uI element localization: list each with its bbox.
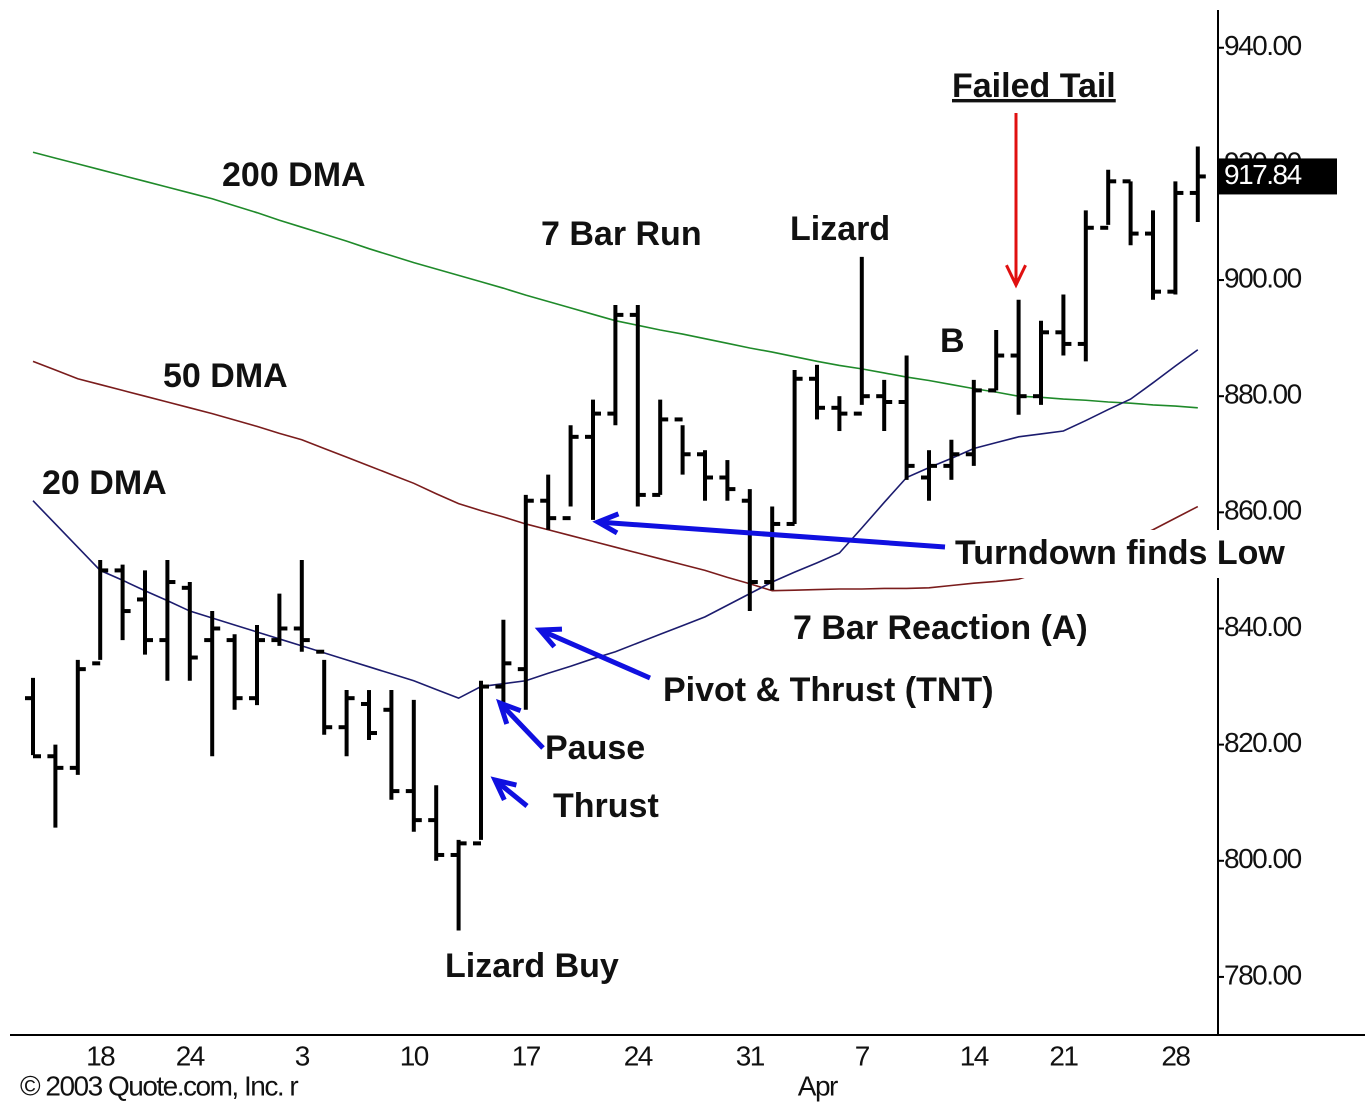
month-label: Apr [798,1070,838,1101]
arrow [498,701,545,750]
copyright: © 2003 Quote.com, Inc. r [20,1070,298,1101]
arrow [539,627,651,681]
annotation: Thrust [553,787,659,825]
x-tick-label: 18 [86,1040,115,1071]
annotation: B [940,322,965,360]
arrow-head [534,626,563,649]
annotation: 7 Bar Run [541,215,702,253]
arrow-head [592,511,620,536]
series-label: 20 DMA [42,464,167,502]
label-background [950,530,1345,578]
annotation: Lizard Buy [445,947,619,985]
arrow-head [496,698,522,725]
annotation: Lizard [790,210,890,248]
y-tick-label: 780.00 [1224,959,1302,990]
x-tick-label: 24 [624,1040,653,1071]
x-tick-label: 17 [512,1040,541,1071]
y-tick-label: 840.00 [1224,611,1302,642]
x-tick-label: 21 [1049,1040,1078,1071]
x-tick-label: 14 [960,1040,989,1071]
moving-average-line [32,349,1199,700]
annotation: Failed Tail [952,67,1116,105]
x-tick-label: 24 [176,1040,205,1071]
x-tick-label: 31 [736,1040,765,1071]
last-price-box [1219,158,1337,195]
y-tick-label: 880.00 [1224,379,1302,410]
x-tick-label: 10 [400,1040,429,1071]
y-tick-label: 860.00 [1224,495,1302,526]
series-label: 50 DMA [163,357,288,395]
y-tick-label: 820.00 [1224,727,1302,758]
y-tick-label: 940.00 [1224,30,1302,61]
x-tick-label: 3 [295,1040,310,1071]
annotation: 7 Bar Reaction (A) [793,609,1088,647]
arrow [493,778,529,808]
y-tick-label: 800.00 [1224,843,1302,874]
annotations: 917.84 200 DMA 50 DMA 20 DMA 7 Bar Run Lizard… [42,67,1345,985]
arrow-head [1005,264,1027,289]
series-label: 200 DMA [222,156,366,194]
annotation: Pause [545,729,645,767]
arrow-head [490,776,517,801]
plot: 780.00 800.00 820.00 840.00 860.00 880.00 900.… [20,30,1303,1101]
moving-average-line [32,360,1199,592]
x-tick-label: 7 [855,1040,870,1071]
x-tick-label: 28 [1161,1040,1190,1071]
annotation: Turndown finds Low [955,534,1285,572]
annotation: Pivot & Thrust (TNT) [663,671,994,709]
y-tick-label: 900.00 [1224,262,1302,293]
arrow [597,519,946,550]
last-price-label: 917.84 [1224,159,1302,190]
